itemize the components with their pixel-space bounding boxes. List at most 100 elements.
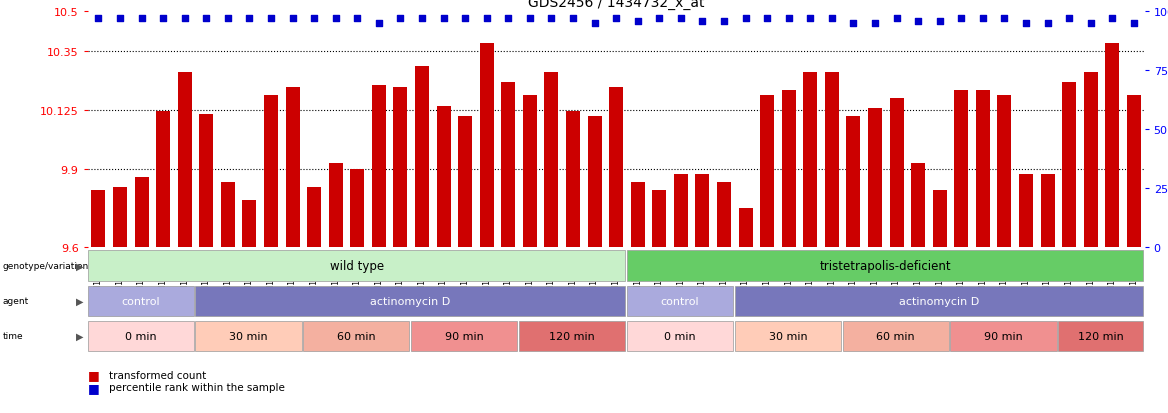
Text: agent: agent xyxy=(2,297,28,306)
Bar xyxy=(501,83,515,248)
Bar xyxy=(243,201,257,248)
Text: 120 min: 120 min xyxy=(1078,331,1124,341)
Bar xyxy=(178,73,192,248)
Bar xyxy=(544,73,558,248)
Point xyxy=(132,16,151,23)
Text: ■: ■ xyxy=(88,381,99,394)
Text: 0 min: 0 min xyxy=(125,331,157,341)
Point xyxy=(585,21,604,27)
Bar xyxy=(195,321,301,351)
Bar xyxy=(1105,44,1119,248)
Bar xyxy=(804,73,818,248)
Bar xyxy=(825,73,839,248)
Point xyxy=(305,16,324,23)
Bar xyxy=(951,321,1057,351)
Point xyxy=(564,16,583,23)
Title: GDS2456 / 1434732_x_at: GDS2456 / 1434732_x_at xyxy=(528,0,704,10)
Point xyxy=(499,16,517,23)
Bar xyxy=(88,286,194,316)
Text: 90 min: 90 min xyxy=(985,331,1023,341)
Point xyxy=(1059,16,1078,23)
Bar xyxy=(627,321,734,351)
Point xyxy=(758,16,777,23)
Bar xyxy=(1041,175,1055,248)
Point xyxy=(909,19,927,25)
Bar xyxy=(975,91,989,248)
Bar xyxy=(200,114,214,248)
Point xyxy=(369,21,388,27)
Text: control: control xyxy=(661,296,700,306)
Point xyxy=(736,16,755,23)
Point xyxy=(952,16,971,23)
Bar xyxy=(523,96,537,248)
Bar xyxy=(652,190,666,248)
Bar xyxy=(307,188,321,248)
Bar xyxy=(458,117,472,248)
Point xyxy=(649,16,668,23)
Point xyxy=(844,21,863,27)
Point xyxy=(326,16,345,23)
Bar xyxy=(134,177,148,248)
Bar xyxy=(411,321,517,351)
Point xyxy=(888,16,906,23)
Point xyxy=(434,16,453,23)
Bar xyxy=(842,321,948,351)
Point xyxy=(1038,21,1057,27)
Point xyxy=(1016,21,1035,27)
Bar xyxy=(437,107,451,248)
Bar xyxy=(588,117,602,248)
Point xyxy=(779,16,798,23)
Bar xyxy=(91,190,105,248)
Text: transformed count: transformed count xyxy=(109,370,206,380)
Bar xyxy=(717,183,731,248)
Text: 120 min: 120 min xyxy=(549,331,595,341)
Text: ▶: ▶ xyxy=(76,331,83,341)
Text: 90 min: 90 min xyxy=(445,331,484,341)
Bar xyxy=(195,286,625,316)
Point xyxy=(715,19,734,25)
Point xyxy=(89,16,107,23)
Bar xyxy=(735,321,841,351)
Point xyxy=(197,16,216,23)
Point xyxy=(1103,16,1121,23)
Point xyxy=(478,16,496,23)
Point xyxy=(412,16,431,23)
Bar xyxy=(480,44,494,248)
Text: tristetrapolis-deficient: tristetrapolis-deficient xyxy=(820,259,952,273)
Bar xyxy=(868,109,882,248)
Text: actinomycin D: actinomycin D xyxy=(370,296,451,306)
Bar xyxy=(221,183,235,248)
Point xyxy=(262,16,280,23)
Text: 60 min: 60 min xyxy=(876,331,915,341)
Text: 0 min: 0 min xyxy=(665,331,696,341)
Bar xyxy=(1058,321,1143,351)
Bar xyxy=(350,169,364,248)
Point xyxy=(391,16,410,23)
Point xyxy=(154,16,173,23)
Point xyxy=(175,16,194,23)
Text: actinomycin D: actinomycin D xyxy=(898,296,979,306)
Bar xyxy=(285,88,299,248)
Bar xyxy=(911,164,925,248)
Point xyxy=(628,19,647,25)
Text: 30 min: 30 min xyxy=(769,331,807,341)
Bar xyxy=(371,85,385,248)
Bar xyxy=(1127,96,1141,248)
Point xyxy=(672,16,690,23)
Point xyxy=(822,16,841,23)
Point xyxy=(973,16,992,23)
Bar xyxy=(627,286,734,316)
Point xyxy=(1082,21,1100,27)
Bar xyxy=(847,117,861,248)
Bar xyxy=(631,183,645,248)
Bar xyxy=(1084,73,1098,248)
Text: ▶: ▶ xyxy=(76,296,83,306)
Point xyxy=(218,16,237,23)
Text: wild type: wild type xyxy=(331,259,384,273)
Point xyxy=(456,16,474,23)
Text: ■: ■ xyxy=(88,368,99,382)
Bar xyxy=(674,175,688,248)
Point xyxy=(521,16,540,23)
Bar xyxy=(157,112,171,248)
Bar xyxy=(760,96,774,248)
